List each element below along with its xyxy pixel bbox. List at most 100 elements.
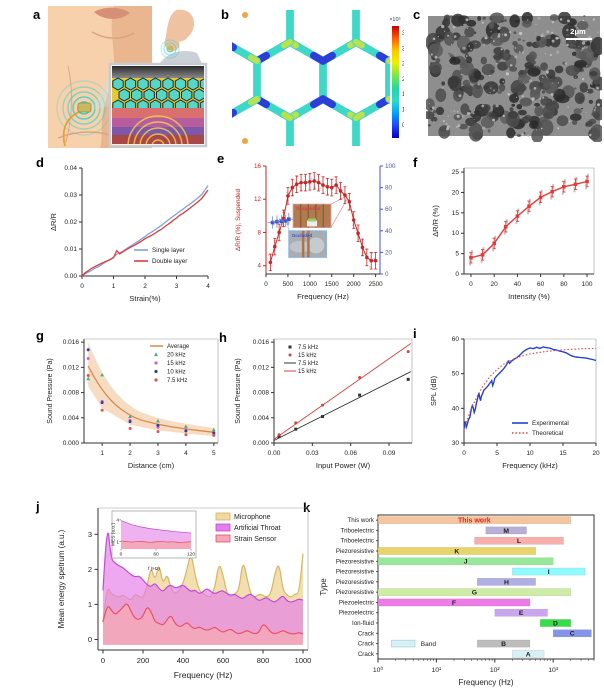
svg-text:1: 1 [88,600,92,609]
svg-text:J: J [464,559,468,566]
panel-label-g: g [36,328,44,343]
svg-text:Piezoresistive: Piezoresistive [336,579,375,586]
chart-frequency-response: 0 500 1000 1500 2000 2500 4 8 12 16 0 20 40 60 80 100 Fr… [235,163,396,301]
chart-sound-pressure-power: 0.00 0.03 0.06 0.09 0.000 0.004 0.008 0.012 0.01… [235,338,413,470]
svg-text:MES (a.u.): MES (a.u.) [111,523,117,546]
svg-text:0.016: 0.016 [63,339,80,346]
svg-text:Sound Pressure (Pa): Sound Pressure (Pa) [47,358,54,423]
svg-text:60: 60 [537,281,545,288]
svg-text:4: 4 [257,263,261,270]
svg-text:10: 10 [452,230,460,237]
panel-label-a: a [33,7,41,22]
svg-text:3: 3 [156,450,160,457]
svg-text:3.5: 3.5 [402,31,404,37]
svg-text:Frequency (Hz): Frequency (Hz) [458,678,513,687]
svg-text:10: 10 [526,450,534,457]
svg-text:20: 20 [491,281,499,288]
svg-text:1: 1 [116,540,119,546]
svg-text:Mean energy spetrum (a.u.): Mean energy spetrum (a.u.) [57,529,66,628]
panel-label-d: d [36,155,44,170]
panel-label-e: e [217,151,225,166]
svg-text:Piezoresistive: Piezoresistive [336,558,375,565]
chart-spl-frequency: 0 5 10 15 20 30 40 50 60 Frequency (kHz) SPL (dB) E… [429,336,600,470]
chart-sound-pressure-distance: 1 2 3 4 5 0.000 0.004 0.008 0.012 0.016 Distance (… [47,338,219,470]
svg-text:3: 3 [175,283,179,290]
svg-text:Piezoresistive: Piezoresistive [336,569,375,576]
panel-label-h: h [219,330,227,345]
svg-text:Crack: Crack [358,641,375,648]
panel-label-b: b [221,7,229,22]
svg-text:C: C [570,631,575,638]
svg-text:20: 20 [452,189,460,196]
svg-text:Crack: Crack [358,630,375,637]
svg-text:5: 5 [212,450,216,457]
svg-text:5: 5 [455,251,459,258]
svg-text:10⁰: 10⁰ [373,666,384,674]
panel-label-k: k [303,500,311,515]
hexagon-sensor-array [112,77,204,113]
svg-text:4: 4 [206,283,210,290]
svg-text:10²: 10² [490,667,501,674]
sem-micrograph: 2μm [426,12,602,142]
svg-text:40: 40 [385,228,393,235]
svg-text:×10⁵: ×10⁵ [389,16,401,23]
svg-text:16: 16 [254,163,262,170]
svg-text:0: 0 [462,450,466,457]
svg-text:Triboelectric: Triboelectric [341,538,374,545]
svg-text:0.008: 0.008 [253,390,270,397]
svg-text:2500: 2500 [369,281,384,288]
device-on-profile [167,46,173,50]
svg-text:Piezoresistive: Piezoresistive [336,589,375,596]
svg-text:60: 60 [153,552,159,558]
svg-text:0.000: 0.000 [253,440,270,447]
svg-text:Strain Sensor: Strain Sensor [234,536,277,543]
svg-text:2: 2 [88,565,92,574]
svg-text:Sound Pressure (Pa): Sound Pressure (Pa) [235,358,242,423]
svg-text:15 kHz: 15 kHz [167,361,186,367]
svg-text:0.04: 0.04 [64,165,77,172]
svg-text:0.000: 0.000 [63,440,80,447]
svg-text:7.5 kHz: 7.5 kHz [298,345,318,351]
svg-text:0.06: 0.06 [344,450,357,457]
svg-text:20 kHz: 20 kHz [167,353,186,359]
svg-text:2.5: 2.5 [402,62,404,68]
svg-text:100: 100 [582,281,593,288]
svg-text:80: 80 [385,185,393,192]
svg-text:20: 20 [592,450,600,457]
svg-text:1000: 1000 [295,656,312,665]
svg-text:B: B [501,641,506,648]
svg-text:0.004: 0.004 [63,415,80,422]
svg-text:1: 1 [100,450,104,457]
svg-text:40: 40 [514,281,522,288]
svg-text:0.03: 0.03 [306,450,319,457]
svg-text:60: 60 [385,206,393,213]
svg-text:1: 1 [112,283,116,290]
svg-text:0.09: 0.09 [383,450,396,457]
svg-text:0.012: 0.012 [253,364,270,371]
svg-text:Frequency (kHz): Frequency (kHz) [502,461,558,470]
svg-text:M: M [503,528,509,535]
svg-text:Distance (cm): Distance (cm) [128,461,175,470]
chart-strain-response: 0 1 2 3 4 0.00 0.01 0.02 0.03 0.04 Strain(%) ΔR/R Si… [49,165,210,303]
svg-text:120: 120 [187,552,195,558]
svg-text:Piezoelectric: Piezoelectric [339,599,374,606]
svg-text:0.02: 0.02 [64,219,77,226]
svg-text:Band: Band [421,641,437,648]
svg-text:ΔR/R (%), Suspended: ΔR/R (%), Suspended [235,189,242,251]
svg-text:Input Power (W): Input Power (W) [316,461,371,470]
device-cable [62,111,80,147]
svg-text:3.0: 3.0 [402,46,404,52]
lips [94,7,130,19]
svg-text:500: 500 [283,281,294,288]
svg-text:15 kHz: 15 kHz [298,353,317,359]
svg-text:7.5 kHz: 7.5 kHz [167,378,187,384]
svg-text:Single layer: Single layer [152,247,185,254]
panel-label-j: j [36,499,40,514]
svg-text:1500: 1500 [325,281,340,288]
svg-text:2000: 2000 [347,281,362,288]
svg-text:20: 20 [385,249,393,256]
svg-text:0: 0 [455,271,459,278]
svg-text:Experimental: Experimental [532,420,569,427]
